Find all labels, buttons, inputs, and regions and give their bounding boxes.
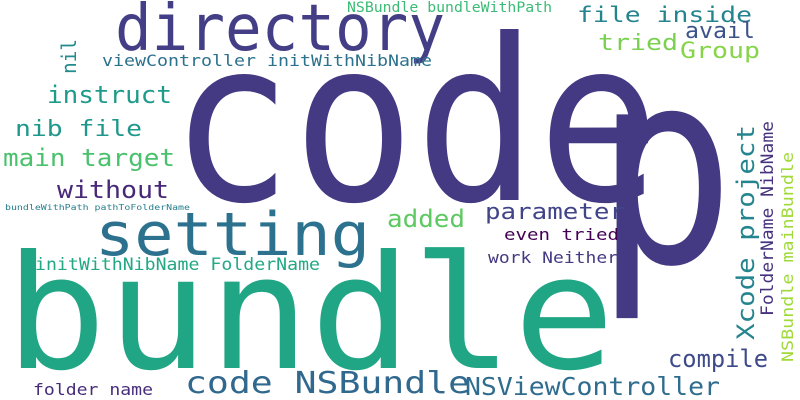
word-directory: directory bbox=[115, 0, 445, 66]
word-without: without bbox=[57, 176, 169, 204]
word-tried: tried bbox=[598, 31, 678, 56]
word-group: Group bbox=[680, 39, 760, 64]
word-instruct: instruct bbox=[47, 81, 172, 109]
word-nil: nil bbox=[57, 39, 81, 74]
word-nsviewcontroller: NSViewController bbox=[465, 372, 720, 400]
word-code: code bbox=[170, 0, 660, 254]
word-xcode-project: Xcode project bbox=[732, 125, 760, 340]
word-parameter: parameter bbox=[485, 200, 625, 225]
word-compile: compile bbox=[668, 345, 768, 373]
word-foldername-nibname: FolderName NibName bbox=[758, 121, 778, 316]
word-p: p bbox=[595, 11, 735, 326]
word-added: added bbox=[387, 205, 465, 233]
word-work-neither: work Neither bbox=[488, 248, 618, 267]
word-bundlewithpath-pathtofoldername: bundleWithPath pathToFolderName bbox=[5, 203, 190, 212]
word-nsbundle-bundlewithpath: NSBundle bundleWithPath bbox=[347, 0, 552, 16]
word-even-tried: even tried bbox=[504, 225, 619, 244]
word-avail: avail bbox=[685, 19, 755, 44]
word-nib-file: nib file bbox=[15, 117, 142, 142]
word-folder-name: folder name bbox=[33, 380, 153, 399]
word-viewcontroller-initwithnibname: viewController initWithNibName bbox=[102, 51, 432, 70]
word-bundle: bundle bbox=[5, 222, 615, 400]
word-main-target: main target bbox=[3, 144, 175, 172]
word-nsbundle-mainbundle: NSBundle mainBundle bbox=[778, 152, 797, 362]
word-file-inside: file inside bbox=[577, 3, 752, 27]
word-initwithnibname-foldername: initWithNibName FolderName bbox=[35, 255, 320, 275]
word-setting: setting bbox=[95, 200, 370, 270]
word-code-nsbundle: code NSBundle bbox=[185, 366, 470, 400]
